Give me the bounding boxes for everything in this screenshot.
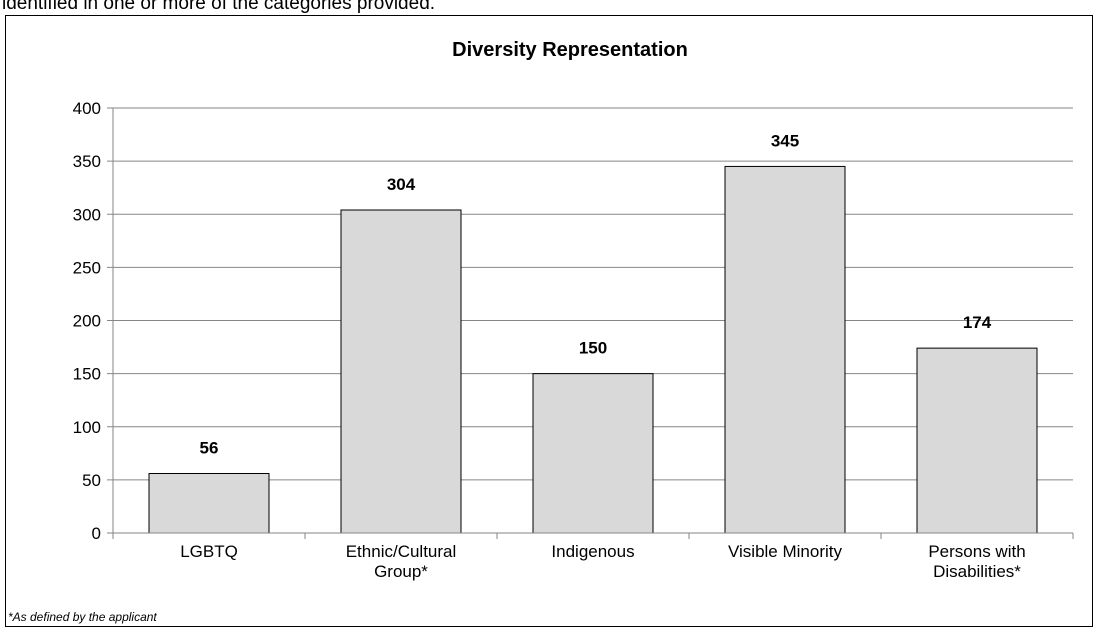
intro-text: identified in one or more of the categor… xyxy=(2,0,436,14)
bars xyxy=(148,165,1038,534)
bar xyxy=(532,373,654,534)
x-tick-label: Indigenous xyxy=(551,542,634,561)
footnote: *As defined by the applicant xyxy=(8,610,157,624)
x-tick-label: Persons with Disabilities* xyxy=(928,542,1025,581)
data-label: 345 xyxy=(771,131,799,150)
data-label: 56 xyxy=(200,439,219,458)
y-tick-label: 0 xyxy=(92,524,101,543)
data-label: 150 xyxy=(579,339,607,358)
y-tick-label: 250 xyxy=(73,258,101,277)
y-tick-label: 100 xyxy=(73,418,101,437)
y-tick-label: 150 xyxy=(73,365,101,384)
y-tick-label: 350 xyxy=(73,152,101,171)
data-label: 174 xyxy=(963,313,992,332)
x-tick-label: LGBTQ xyxy=(180,542,238,561)
y-axis: 0 50 100 150 200 250 300 350 400 xyxy=(73,99,114,543)
y-tick-label: 400 xyxy=(73,99,101,118)
x-tick-label: Visible Minority xyxy=(728,542,843,561)
bar xyxy=(724,165,846,534)
chart-frame xyxy=(5,15,1093,627)
y-tick-label: 300 xyxy=(73,205,101,224)
x-tick-label: Ethnic/Cultural Group* xyxy=(346,542,457,581)
bar xyxy=(148,473,270,534)
data-labels: 56 304 150 345 174 xyxy=(200,131,992,457)
bar xyxy=(340,209,462,534)
y-tick-label: 50 xyxy=(82,471,101,490)
data-label: 304 xyxy=(387,175,416,194)
y-tick-label: 200 xyxy=(73,312,101,331)
x-axis: LGBTQ Ethnic/Cultural Group* Indigenous Visi… xyxy=(112,532,1074,581)
chart-title: Diversity Representation xyxy=(452,39,688,61)
bar xyxy=(916,347,1038,534)
